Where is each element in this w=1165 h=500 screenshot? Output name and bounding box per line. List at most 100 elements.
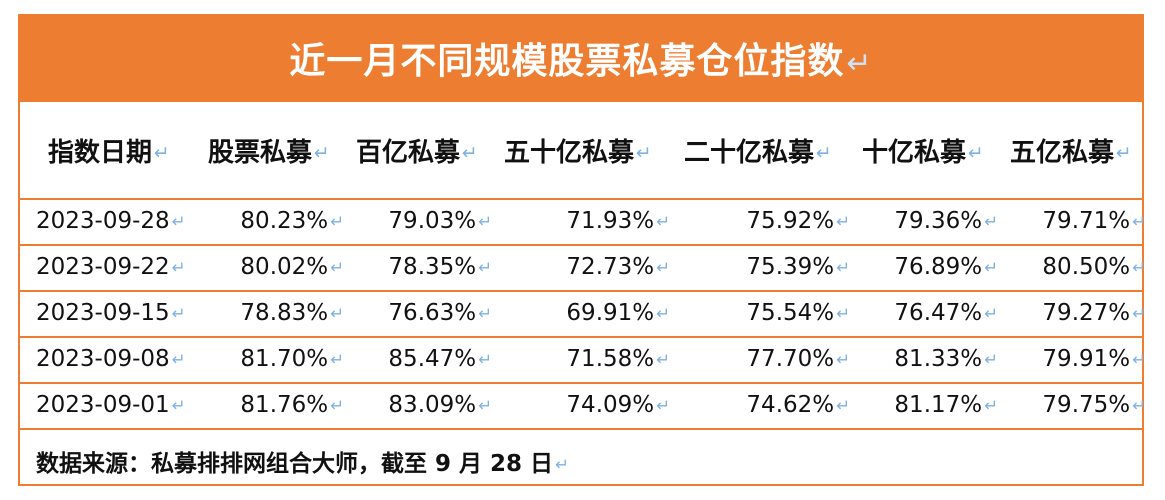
cell-value: 83.09% xyxy=(388,392,477,418)
return-mark-icon: ↵ xyxy=(1132,396,1146,415)
value-cell: 74.09% ↵ xyxy=(566,392,670,418)
value-cell: 72.73% ↵ xyxy=(566,254,670,280)
header-20b: 二十亿私募 ↵ xyxy=(684,132,832,169)
value-cell: 75.54% ↵ xyxy=(746,300,850,326)
cell-value: 76.47% xyxy=(894,300,983,326)
cell-value: 75.92% xyxy=(746,208,835,234)
value-cell: 79.27% ↵ xyxy=(1042,300,1146,326)
header-label: 百亿私募 xyxy=(356,138,461,168)
return-mark-icon: ↵ xyxy=(330,396,344,415)
return-mark-icon: ↵ xyxy=(846,45,873,81)
value-cell: 76.63% ↵ xyxy=(388,300,492,326)
value-cell: 77.70% ↵ xyxy=(746,346,850,372)
cell-value: 81.17% xyxy=(894,392,983,418)
table-body: 2023-09-28 ↵ 80.23% ↵ 79.03% ↵ 71.93% ↵ 75.9… xyxy=(20,200,1146,430)
table-row: 2023-09-08 ↵ 81.70% ↵ 85.47% ↵ 71.58% ↵ 77.7… xyxy=(20,338,1146,384)
cell-value: 79.03% xyxy=(388,208,477,234)
return-mark-icon: ↵ xyxy=(154,143,170,164)
header-label: 五亿私募 xyxy=(1010,138,1115,168)
header-date: 指数日期 ↵ xyxy=(48,132,170,169)
value-cell: 76.89% ↵ xyxy=(894,254,998,280)
table-title-text: 近一月不同规模股票私募仓位指数 xyxy=(289,41,845,82)
return-mark-icon: ↵ xyxy=(984,212,998,231)
header-label: 股票私募 xyxy=(208,138,313,168)
return-mark-icon: ↵ xyxy=(555,455,569,474)
return-mark-icon: ↵ xyxy=(656,304,670,323)
return-mark-icon: ↵ xyxy=(171,304,186,323)
table-row: 2023-09-01 ↵ 81.76% ↵ 83.09% ↵ 74.09% ↵ 74.6… xyxy=(20,384,1146,430)
value-cell: 74.62% ↵ xyxy=(746,392,850,418)
return-mark-icon: ↵ xyxy=(478,212,492,231)
date-cell: 2023-09-08 ↵ xyxy=(36,346,186,372)
return-mark-icon: ↵ xyxy=(1132,304,1146,323)
value-cell: 85.47% ↵ xyxy=(388,346,492,372)
cell-value: 79.75% xyxy=(1042,392,1131,418)
return-mark-icon: ↵ xyxy=(1132,350,1146,369)
source-note: 数据来源：私募排排网组合大师，截至 9 月 28 日 ↵ xyxy=(36,444,569,478)
header-100b: 百亿私募 ↵ xyxy=(356,132,478,169)
date-cell: 2023-09-28 ↵ xyxy=(36,208,186,234)
cell-value: 2023-09-08 xyxy=(36,346,170,372)
cell-value: 69.91% xyxy=(566,300,655,326)
return-mark-icon: ↵ xyxy=(836,212,850,231)
value-cell: 71.93% ↵ xyxy=(566,208,670,234)
return-mark-icon: ↵ xyxy=(636,143,652,164)
cell-value: 2023-09-22 xyxy=(36,254,170,280)
header-5b: 五亿私募 ↵ xyxy=(1010,132,1132,169)
value-cell: 80.02% ↵ xyxy=(240,254,344,280)
date-cell: 2023-09-15 ↵ xyxy=(36,300,186,326)
cell-value: 80.02% xyxy=(240,254,329,280)
cell-value: 76.63% xyxy=(388,300,477,326)
value-cell: 80.50% ↵ xyxy=(1042,254,1146,280)
table-frame: 近一月不同规模股票私募仓位指数↵ 指数日期 ↵ 股票私募 ↵ 百亿私募 ↵ 五十亿私募… xyxy=(18,14,1146,486)
cell-value: 2023-09-28 xyxy=(36,208,170,234)
value-cell: 78.83% ↵ xyxy=(240,300,344,326)
return-mark-icon: ↵ xyxy=(656,258,670,277)
table-row: 2023-09-28 ↵ 80.23% ↵ 79.03% ↵ 71.93% ↵ 75.9… xyxy=(20,200,1146,246)
cell-value: 79.36% xyxy=(894,208,983,234)
return-mark-icon: ↵ xyxy=(171,396,186,415)
return-mark-icon: ↵ xyxy=(330,350,344,369)
value-cell: 80.23% ↵ xyxy=(240,208,344,234)
return-mark-icon: ↵ xyxy=(478,258,492,277)
return-mark-icon: ↵ xyxy=(171,212,186,231)
value-cell: 76.47% ↵ xyxy=(894,300,998,326)
value-cell: 79.75% ↵ xyxy=(1042,392,1146,418)
value-cell: 83.09% ↵ xyxy=(388,392,492,418)
return-mark-icon: ↵ xyxy=(968,143,984,164)
cell-value: 74.09% xyxy=(566,392,655,418)
date-cell: 2023-09-01 ↵ xyxy=(36,392,186,418)
cell-value: 75.54% xyxy=(746,300,835,326)
return-mark-icon: ↵ xyxy=(656,350,670,369)
value-cell: 69.91% ↵ xyxy=(566,300,670,326)
cell-value: 81.76% xyxy=(240,392,329,418)
return-mark-icon: ↵ xyxy=(984,258,998,277)
cell-value: 79.27% xyxy=(1042,300,1131,326)
value-cell: 78.35% ↵ xyxy=(388,254,492,280)
return-mark-icon: ↵ xyxy=(1116,143,1132,164)
value-cell: 79.36% ↵ xyxy=(894,208,998,234)
value-cell: 79.91% ↵ xyxy=(1042,346,1146,372)
cell-value: 85.47% xyxy=(388,346,477,372)
return-mark-icon: ↵ xyxy=(314,143,330,164)
return-mark-icon: ↵ xyxy=(836,396,850,415)
cell-value: 76.89% xyxy=(894,254,983,280)
return-mark-icon: ↵ xyxy=(478,304,492,323)
cell-value: 74.62% xyxy=(746,392,835,418)
cell-value: 71.58% xyxy=(566,346,655,372)
value-cell: 79.03% ↵ xyxy=(388,208,492,234)
return-mark-icon: ↵ xyxy=(171,258,186,277)
source-note-text: 数据来源：私募排排网组合大师，截至 9 月 28 日 xyxy=(36,451,554,477)
return-mark-icon: ↵ xyxy=(171,350,186,369)
return-mark-icon: ↵ xyxy=(656,212,670,231)
return-mark-icon: ↵ xyxy=(478,396,492,415)
cell-value: 80.23% xyxy=(240,208,329,234)
cell-value: 2023-09-01 xyxy=(36,392,170,418)
return-mark-icon: ↵ xyxy=(462,143,478,164)
header-row: 指数日期 ↵ 股票私募 ↵ 百亿私募 ↵ 五十亿私募 ↵ 二十亿私募 ↵ 十亿私募 ↵ 五亿… xyxy=(20,102,1142,200)
cell-value: 78.83% xyxy=(240,300,329,326)
return-mark-icon: ↵ xyxy=(984,304,998,323)
title-bar: 近一月不同规模股票私募仓位指数↵ xyxy=(20,14,1142,102)
cell-value: 81.70% xyxy=(240,346,329,372)
value-cell: 75.39% ↵ xyxy=(746,254,850,280)
